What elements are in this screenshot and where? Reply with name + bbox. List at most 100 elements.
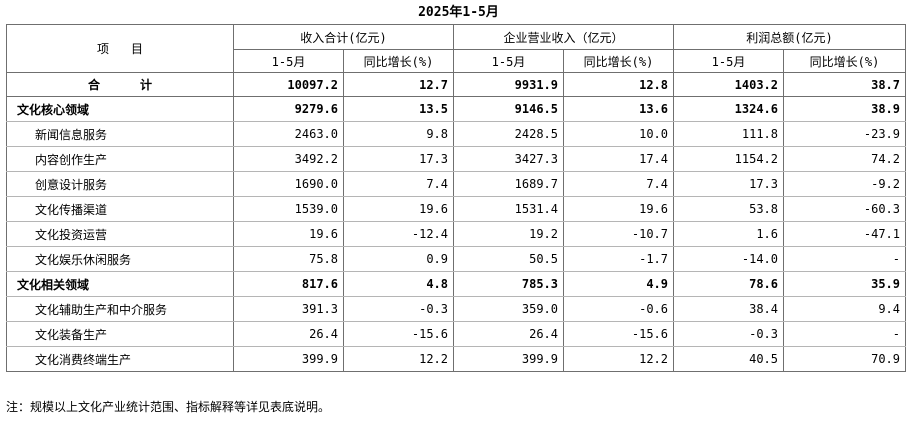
cell-profit: 1.6 xyxy=(673,221,784,247)
row-label: 文化辅助生产和中介服务 xyxy=(6,296,234,322)
cell-revenue-growth: 13.6 xyxy=(563,96,674,122)
cell-revenue-growth: 12.2 xyxy=(563,346,674,372)
row-label: 创意设计服务 xyxy=(6,171,234,197)
sub-header-growth: 同比增长(%) xyxy=(783,49,906,73)
cell-revenue-growth: -1.7 xyxy=(563,246,674,272)
group-header-business-revenue: 企业营业收入（亿元） xyxy=(453,24,674,50)
table-row: 文化投资运营 19.6 -12.4 19.2 -10.7 1.6 -47.1 xyxy=(6,221,906,247)
row-label: 文化传播渠道 xyxy=(6,196,234,222)
item-header-right: 目 xyxy=(131,42,144,56)
total-label-left: 合 xyxy=(87,78,100,92)
cell-profit-growth: - xyxy=(783,246,906,272)
cell-revenue-growth: 7.4 xyxy=(563,171,674,197)
cell-profit: -0.3 xyxy=(673,321,784,347)
table-row: 文化传播渠道 1539.0 19.6 1531.4 19.6 53.8 -60.3 xyxy=(6,196,906,222)
cell-revenue: 1689.7 xyxy=(453,171,564,197)
cell-revenue: 26.4 xyxy=(453,321,564,347)
cell-profit-growth: 35.9 xyxy=(783,271,906,297)
table-row: 文化装备生产 26.4 -15.6 26.4 -15.6 -0.3- xyxy=(6,321,906,347)
cell-income-growth: -12.4 xyxy=(343,221,454,247)
cell-revenue: 50.5 xyxy=(453,246,564,272)
cell-revenue: 2428.5 xyxy=(453,121,564,147)
table-row: 文化相关领域 817.6 4.8 785.3 4.9 78.6 35.9 xyxy=(6,271,906,297)
table-row: 文化娱乐休闲服务 75.8 0.9 50.5 -1.7 -14.0- xyxy=(6,246,906,272)
cell-profit-growth: -60.3 xyxy=(783,196,906,222)
row-label: 文化消费终端生产 xyxy=(6,346,234,372)
cell-profit: 1324.6 xyxy=(673,96,784,122)
cell-profit-growth: -9.2 xyxy=(783,171,906,197)
cell-revenue-growth: -0.6 xyxy=(563,296,674,322)
cell-revenue: 785.3 xyxy=(453,271,564,297)
cell-revenue-growth: 17.4 xyxy=(563,146,674,172)
cell-profit: 17.3 xyxy=(673,171,784,197)
cell-income: 3492.2 xyxy=(233,146,344,172)
sub-header-period: 1-5月 xyxy=(453,49,564,73)
row-label: 文化装备生产 xyxy=(6,321,234,347)
table-row: 创意设计服务 1690.0 7.4 1689.7 7.4 17.3 -9.2 xyxy=(6,171,906,197)
table-row: 文化辅助生产和中介服务 391.3 -0.3 359.0 -0.6 38.4 9.4 xyxy=(6,296,906,322)
cell-revenue-growth: -10.7 xyxy=(563,221,674,247)
sub-header-growth: 同比增长(%) xyxy=(563,49,674,73)
cell-income-growth: 17.3 xyxy=(343,146,454,172)
cell-profit: 78.6 xyxy=(673,271,784,297)
cell-income: 817.6 xyxy=(233,271,344,297)
item-header-left: 项 xyxy=(96,42,109,56)
row-label: 文化娱乐休闲服务 xyxy=(6,246,234,272)
total-income: 10097.2 xyxy=(233,72,344,97)
cell-revenue: 9146.5 xyxy=(453,96,564,122)
cell-income-growth: 19.6 xyxy=(343,196,454,222)
cell-income: 2463.0 xyxy=(233,121,344,147)
total-revenue: 9931.9 xyxy=(453,72,564,97)
cell-income: 391.3 xyxy=(233,296,344,322)
sub-header-growth: 同比增长(%) xyxy=(343,49,454,73)
cell-income: 399.9 xyxy=(233,346,344,372)
header-row-groups: 项目 收入合计(亿元) 企业营业收入（亿元） 利润总额(亿元) xyxy=(6,24,906,73)
cell-revenue: 1531.4 xyxy=(453,196,564,222)
total-label-right: 计 xyxy=(140,78,153,92)
cell-revenue: 3427.3 xyxy=(453,146,564,172)
cell-profit-growth: 9.4 xyxy=(783,296,906,322)
cell-profit-growth: -47.1 xyxy=(783,221,906,247)
table-row: 内容创作生产 3492.2 17.3 3427.3 17.4 1154.2 74.2 xyxy=(6,146,906,172)
cell-revenue-growth: 4.9 xyxy=(563,271,674,297)
cell-income: 75.8 xyxy=(233,246,344,272)
row-label: 文化投资运营 xyxy=(6,221,234,247)
cell-income-growth: 4.8 xyxy=(343,271,454,297)
cell-income: 19.6 xyxy=(233,221,344,247)
cell-income: 1690.0 xyxy=(233,171,344,197)
total-row: 合计 10097.2 12.7 9931.9 12.8 1403.2 38.7 xyxy=(6,72,906,97)
item-column-header: 项目 xyxy=(6,24,234,73)
cell-profit: -14.0 xyxy=(673,246,784,272)
cell-profit-growth: -23.9 xyxy=(783,121,906,147)
group-header-income-total: 收入合计(亿元) xyxy=(233,24,454,50)
footnote: 注：规模以上文化产业统计范围、指标解释等详见表底说明。 xyxy=(6,400,331,414)
cell-income: 26.4 xyxy=(233,321,344,347)
cell-profit: 1154.2 xyxy=(673,146,784,172)
cell-profit: 40.5 xyxy=(673,346,784,372)
cell-income-growth: 0.9 xyxy=(343,246,454,272)
total-income-growth: 12.7 xyxy=(343,72,454,97)
row-label: 文化核心领域 xyxy=(6,96,234,122)
sub-header-period: 1-5月 xyxy=(673,49,784,73)
header-row-subcolumns: 1-5月 同比增长(%) 1-5月 同比增长(%) 1-5月 同比增长(%) xyxy=(7,49,906,73)
cell-income: 1539.0 xyxy=(233,196,344,222)
cell-revenue: 19.2 xyxy=(453,221,564,247)
group-header-total-profit: 利润总额(亿元) xyxy=(673,24,906,50)
cell-revenue: 399.9 xyxy=(453,346,564,372)
cell-profit-growth: 38.9 xyxy=(783,96,906,122)
cell-profit: 38.4 xyxy=(673,296,784,322)
cell-income-growth: 13.5 xyxy=(343,96,454,122)
cell-revenue-growth: -15.6 xyxy=(563,321,674,347)
table-row: 文化消费终端生产 399.9 12.2 399.9 12.2 40.5 70.9 xyxy=(6,346,906,372)
row-label: 内容创作生产 xyxy=(6,146,234,172)
cell-income-growth: -15.6 xyxy=(343,321,454,347)
sub-header-period: 1-5月 xyxy=(233,49,344,73)
cell-income-growth: 7.4 xyxy=(343,171,454,197)
cell-income-growth: -0.3 xyxy=(343,296,454,322)
cell-profit-growth: 74.2 xyxy=(783,146,906,172)
cell-revenue-growth: 10.0 xyxy=(563,121,674,147)
cell-profit-growth: - xyxy=(783,321,906,347)
row-label: 新闻信息服务 xyxy=(6,121,234,147)
total-label: 合计 xyxy=(6,72,234,97)
row-label: 文化相关领域 xyxy=(6,271,234,297)
